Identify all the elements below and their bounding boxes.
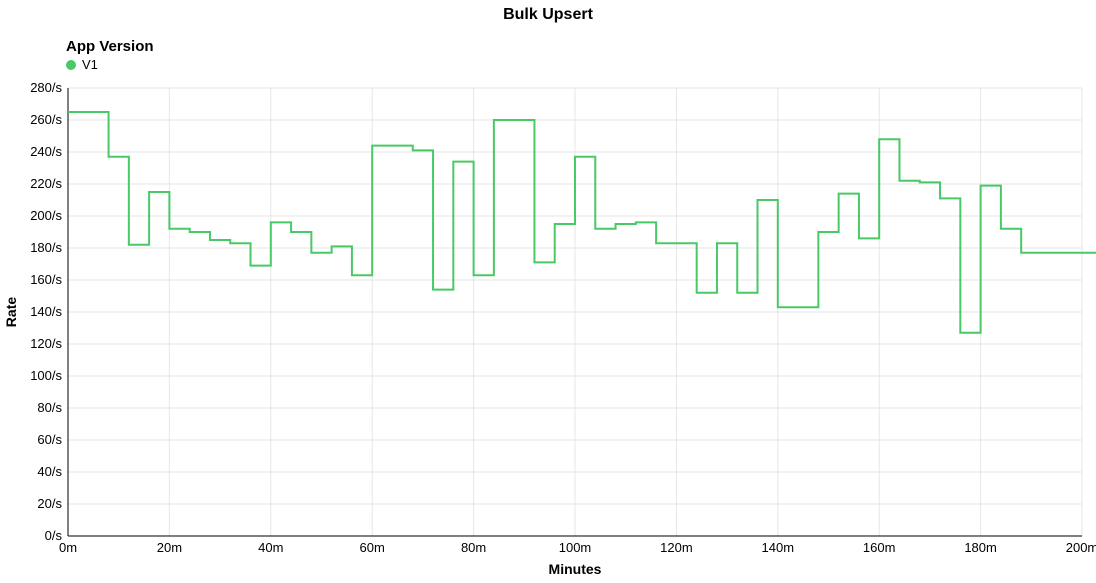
y-tick-label: 220/s bbox=[30, 176, 62, 191]
y-axis-ticks: 0/s 20/s 40/s 60/s 80/s 100/s 120/s 140/s 160/s 1… bbox=[30, 80, 62, 543]
y-axis-label: Rate bbox=[3, 297, 19, 328]
y-tick-label: 80/s bbox=[37, 400, 62, 415]
x-tick-label: 40m bbox=[258, 540, 283, 555]
chart-container: Bulk Upsert App Version V1 0m20m40m60m80… bbox=[0, 0, 1096, 583]
y-tick-label: 240/s bbox=[30, 144, 62, 159]
x-axis-ticks: 0m20m40m60m80m100m120m140m160m180m200m bbox=[59, 540, 1096, 555]
y-tick-label: 200/s bbox=[30, 208, 62, 223]
grid bbox=[68, 88, 1082, 536]
x-tick-label: 120m bbox=[660, 540, 693, 555]
y-tick-label: 260/s bbox=[30, 112, 62, 127]
x-tick-label: 20m bbox=[157, 540, 182, 555]
y-tick-label: 0/s bbox=[45, 528, 63, 543]
x-tick-label: 180m bbox=[964, 540, 997, 555]
x-tick-label: 140m bbox=[762, 540, 795, 555]
y-tick-label: 160/s bbox=[30, 272, 62, 287]
x-tick-label: 200m bbox=[1066, 540, 1096, 555]
y-tick-label: 140/s bbox=[30, 304, 62, 319]
x-tick-label: 100m bbox=[559, 540, 592, 555]
y-tick-label: 20/s bbox=[37, 496, 62, 511]
y-tick-label: 120/s bbox=[30, 336, 62, 351]
y-tick-label: 280/s bbox=[30, 80, 62, 95]
y-tick-label: 180/s bbox=[30, 240, 62, 255]
x-tick-label: 160m bbox=[863, 540, 896, 555]
x-axis-label: Minutes bbox=[549, 561, 602, 577]
series-line bbox=[68, 112, 1096, 333]
y-tick-label: 100/s bbox=[30, 368, 62, 383]
y-tick-label: 40/s bbox=[37, 464, 62, 479]
x-tick-label: 80m bbox=[461, 540, 486, 555]
y-tick-label: 60/s bbox=[37, 432, 62, 447]
x-tick-label: 60m bbox=[360, 540, 385, 555]
chart-svg: 0m20m40m60m80m100m120m140m160m180m200m 0… bbox=[0, 0, 1096, 583]
